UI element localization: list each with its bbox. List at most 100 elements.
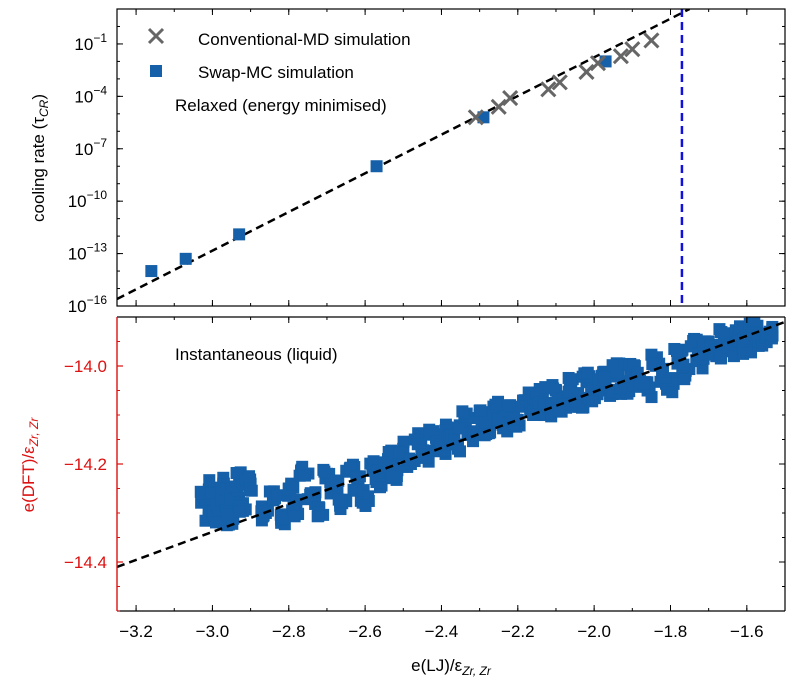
liquid-point-cloud (427, 425, 440, 438)
liquid-point-cloud (393, 446, 406, 459)
top-fit-line (117, 9, 691, 301)
liquid-point-cloud (727, 350, 740, 363)
bottom-xtick-label: −2.0 (577, 622, 611, 641)
bottom-ylabel: e(DFT)/εZr, Zr (19, 417, 41, 513)
bottom-xtick-label: −3.0 (196, 622, 230, 641)
liquid-point-cloud (748, 317, 761, 327)
top-ytick-label: 10−4 (74, 83, 107, 106)
liquid-point-cloud (221, 508, 234, 521)
liquid-point-cloud (209, 516, 222, 529)
top-ytick-label: 10−13 (68, 241, 108, 264)
bottom-xtick-label: −2.4 (425, 622, 459, 641)
liquid-point-cloud (397, 435, 410, 448)
top-ytick-label: 10−10 (68, 188, 108, 211)
liquid-point-cloud (606, 359, 619, 372)
liquid-point-cloud (562, 385, 575, 398)
bottom-xtick-label: −2.8 (272, 622, 306, 641)
legend-label-conventional: Conventional-MD simulation (198, 30, 411, 49)
liquid-point-cloud (415, 449, 428, 462)
top-annotation: Relaxed (energy minimised) (175, 96, 387, 115)
liquid-point-cloud (566, 373, 579, 386)
bottom-ytick-label: −14.0 (64, 357, 107, 376)
liquid-point-cloud (766, 329, 779, 342)
swap-mc-point (179, 252, 192, 265)
liquid-point-cloud (720, 327, 733, 340)
legend-label-swap: Swap-MC simulation (198, 63, 354, 82)
liquid-point-cloud (288, 510, 301, 523)
liquid-point-cloud (362, 490, 375, 503)
conventional-md-point (540, 81, 557, 98)
top-ytick-label: 10−16 (68, 293, 108, 316)
liquid-point-cloud (276, 511, 289, 524)
liquid-point-cloud (386, 470, 399, 483)
liquid-point-cloud (359, 499, 372, 512)
liquid-point-cloud (203, 474, 216, 487)
bottom-fit-line (117, 320, 785, 569)
liquid-point-cloud (329, 474, 342, 487)
liquid-point-cloud (403, 453, 416, 466)
conventional-md-point (502, 90, 519, 107)
conventional-md-point (551, 74, 568, 91)
legend-cross-marker (147, 27, 165, 45)
liquid-point-cloud (614, 382, 627, 395)
liquid-point-cloud (502, 399, 515, 412)
conventional-md-point (624, 41, 641, 58)
legend-square-marker (150, 65, 162, 77)
swap-mc-point (370, 160, 383, 173)
top-ytick-label: 10−1 (74, 31, 107, 54)
liquid-point-cloud (733, 320, 746, 333)
liquid-point-cloud (382, 446, 395, 459)
liquid-point-cloud (646, 357, 659, 370)
legend: Conventional-MD simulation Swap-MC simul… (147, 27, 411, 82)
liquid-point-cloud (332, 493, 345, 506)
liquid-point-cloud (205, 487, 218, 500)
liquid-point-cloud (298, 469, 311, 482)
liquid-point-cloud (304, 487, 317, 500)
bottom-panel: −3.2 −3.0 −2.8 −2.6 −2.4 −2.2 −2.0 −1.8 −1.6 −14… (19, 316, 786, 678)
liquid-point-cloud (677, 358, 690, 371)
liquid-point-cloud (637, 377, 650, 390)
conventional-md-point (490, 98, 507, 115)
top-plot-frame (116, 8, 786, 307)
bottom-xtick-label: −2.2 (501, 622, 535, 641)
top-ytick-label: 10−7 (74, 136, 107, 159)
liquid-point-cloud (233, 505, 246, 518)
liquid-point-cloud (586, 395, 599, 408)
liquid-point-cloud (453, 445, 466, 458)
liquid-point-cloud (670, 345, 683, 358)
liquid-point-cloud (318, 465, 331, 478)
liquid-point-cloud (456, 405, 469, 418)
liquid-point-cloud (666, 386, 679, 399)
liquid-point-cloud (547, 382, 560, 395)
bottom-xtick-label: −2.6 (348, 622, 382, 641)
bottom-ytick-label: −14.2 (64, 455, 107, 474)
bottom-xlabel: e(LJ)/εZr, Zr (411, 656, 492, 678)
top-ylabel: cooling rate (τCR) (29, 94, 51, 222)
conventional-md-point (589, 55, 607, 72)
swap-mc-point (233, 228, 246, 241)
top-panel: 10−1 10−4 10−7 10−10 10−13 10−16 Conventional… (29, 8, 786, 316)
swap-mc-point (145, 265, 158, 278)
liquid-point-cloud (678, 373, 691, 386)
conventional-md-point (467, 109, 484, 126)
liquid-point-cloud (507, 412, 520, 425)
bottom-xtick-label: −1.6 (730, 622, 764, 641)
conventional-md-point (612, 48, 629, 65)
liquid-point-cloud (474, 404, 487, 417)
liquid-point-cloud (489, 398, 502, 411)
liquid-point-cloud (367, 455, 380, 468)
liquid-point-cloud (243, 470, 256, 483)
bottom-xtick-label: −1.8 (654, 622, 688, 641)
liquid-point-cloud (569, 399, 582, 412)
conventional-md-point (643, 32, 660, 49)
liquid-point-cloud (312, 510, 325, 523)
bottom-annotation: Instantaneous (liquid) (175, 345, 338, 364)
liquid-point-cloud (645, 391, 658, 404)
liquid-point-cloud (553, 404, 566, 417)
conventional-md-point (578, 63, 595, 80)
liquid-point-cloud (271, 489, 284, 502)
liquid-point-cloud (581, 366, 594, 379)
bottom-ytick-label: −14.4 (64, 553, 107, 572)
liquid-point-cloud (479, 416, 492, 429)
